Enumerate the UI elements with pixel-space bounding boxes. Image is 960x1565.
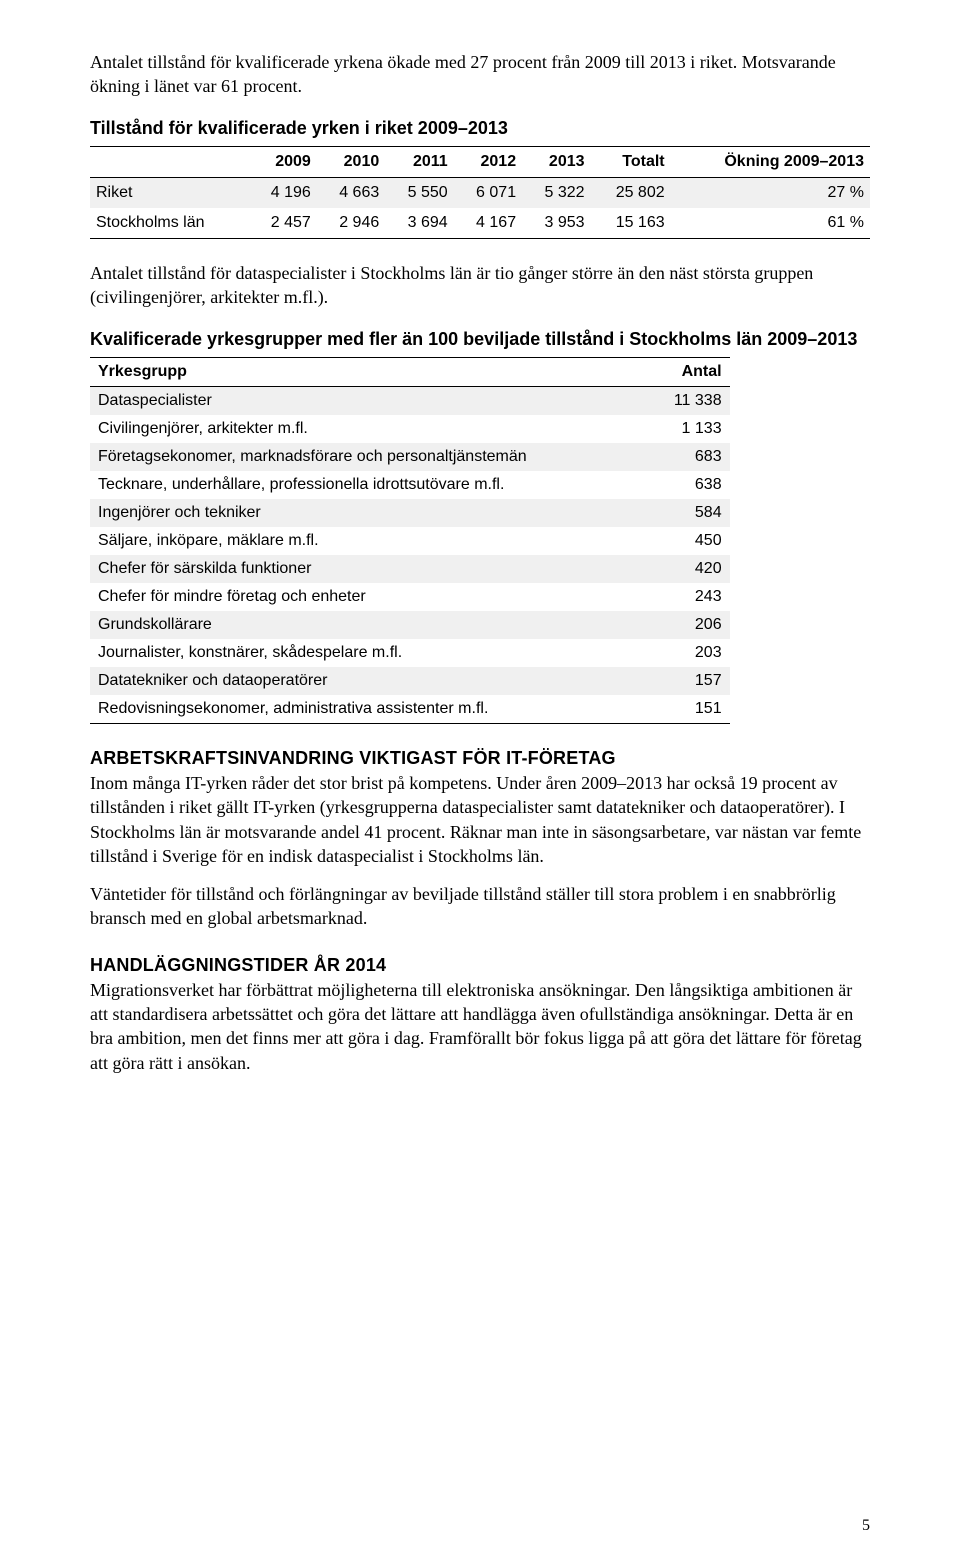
table2-cell: Tecknare, underhållare, professionella i…: [90, 471, 624, 499]
table2-cell: 638: [624, 471, 730, 499]
table1-cell: 4 196: [248, 177, 316, 208]
table2-cell: Redovisningsekonomer, administrativa ass…: [90, 695, 624, 724]
table2-row: Grundskollärare 206: [90, 611, 730, 639]
table1-header-row: 2009 2010 2011 2012 2013 Totalt Ökning 2…: [90, 146, 870, 177]
table1-row: Stockholms län 2 457 2 946 3 694 4 167 3…: [90, 208, 870, 239]
table2-cell: Säljare, inköpare, mäklare m.fl.: [90, 527, 624, 555]
table1-row: Riket 4 196 4 663 5 550 6 071 5 322 25 8…: [90, 177, 870, 208]
table1-cell: 27 %: [671, 177, 870, 208]
table2-cell: Chefer för särskilda funktioner: [90, 555, 624, 583]
table2-cell: Grundskollärare: [90, 611, 624, 639]
table1-cell: 6 071: [454, 177, 522, 208]
table1-cell: 2 457: [248, 208, 316, 239]
table2-cell: 203: [624, 639, 730, 667]
table2-cell: 243: [624, 583, 730, 611]
table1-header-cell: Totalt: [591, 146, 671, 177]
table1-cell: Stockholms län: [90, 208, 248, 239]
table1-cell: 4 167: [454, 208, 522, 239]
section1-para2: Väntetider för tillstånd och förlängning…: [90, 882, 870, 931]
table2-cell: Datatekniker och dataoperatörer: [90, 667, 624, 695]
table1-cell: 2 946: [317, 208, 385, 239]
table2-header-row: Yrkesgrupp Antal: [90, 357, 730, 386]
table2-cell: Ingenjörer och tekniker: [90, 499, 624, 527]
page-number: 5: [862, 1517, 870, 1535]
table1-header-cell: 2011: [385, 146, 453, 177]
table1-header-cell: [90, 146, 248, 177]
table2-row: Chefer för särskilda funktioner 420: [90, 555, 730, 583]
table2-row: Civilingenjörer, arkitekter m.fl. 1 133: [90, 415, 730, 443]
table1-header-cell: Ökning 2009–2013: [671, 146, 870, 177]
table1-cell: 4 663: [317, 177, 385, 208]
table2-header-cell: Antal: [624, 357, 730, 386]
table2-cell: 584: [624, 499, 730, 527]
table2-row: Chefer för mindre företag och enheter 24…: [90, 583, 730, 611]
table2-cell: 11 338: [624, 386, 730, 415]
table2-row: Journalister, konstnärer, skådespelare m…: [90, 639, 730, 667]
table1-cell: 61 %: [671, 208, 870, 239]
page-container: Antalet tillstånd för kvalificerade yrke…: [0, 0, 960, 1565]
table2-cell: Civilingenjörer, arkitekter m.fl.: [90, 415, 624, 443]
table1-cell: 25 802: [591, 177, 671, 208]
table2-row: Datatekniker och dataoperatörer 157: [90, 667, 730, 695]
table2-cell: 1 133: [624, 415, 730, 443]
table1-header-cell: 2012: [454, 146, 522, 177]
table2-cell: Journalister, konstnärer, skådespelare m…: [90, 639, 624, 667]
table1-cell: 3 953: [522, 208, 590, 239]
table2-row: Dataspecialister 11 338: [90, 386, 730, 415]
table2-cell: Dataspecialister: [90, 386, 624, 415]
mid-paragraph: Antalet tillstånd för dataspecialister i…: [90, 261, 870, 310]
table2: Yrkesgrupp Antal Dataspecialister 11 338…: [90, 357, 730, 724]
table2-cell: 450: [624, 527, 730, 555]
table2-cell: Chefer för mindre företag och enheter: [90, 583, 624, 611]
table1-header-cell: 2010: [317, 146, 385, 177]
table1-cell: 3 694: [385, 208, 453, 239]
table2-row: Säljare, inköpare, mäklare m.fl. 450: [90, 527, 730, 555]
section2-para1: Migrationsverket har förbättrat möjlighe…: [90, 978, 870, 1075]
table2-cell: 206: [624, 611, 730, 639]
section1-para1: Inom många IT-yrken råder det stor brist…: [90, 771, 870, 868]
table1: 2009 2010 2011 2012 2013 Totalt Ökning 2…: [90, 146, 870, 239]
table2-cell: 420: [624, 555, 730, 583]
table2-cell: Företagsekonomer, marknadsförare och per…: [90, 443, 624, 471]
table2-row: Företagsekonomer, marknadsförare och per…: [90, 443, 730, 471]
table1-title: Tillstånd för kvalificerade yrken i rike…: [90, 117, 870, 140]
table1-header-cell: 2013: [522, 146, 590, 177]
table1-header-cell: 2009: [248, 146, 316, 177]
section2-heading: HANDLÄGGNINGSTIDER ÅR 2014: [90, 955, 870, 976]
intro-paragraph: Antalet tillstånd för kvalificerade yrke…: [90, 50, 870, 99]
table2-row: Tecknare, underhållare, professionella i…: [90, 471, 730, 499]
table2-row: Redovisningsekonomer, administrativa ass…: [90, 695, 730, 724]
table2-cell: 683: [624, 443, 730, 471]
table1-cell: Riket: [90, 177, 248, 208]
table2-title: Kvalificerade yrkesgrupper med fler än 1…: [90, 328, 870, 351]
section1-heading: ARBETSKRAFTSINVANDRING VIKTIGAST FÖR IT-…: [90, 748, 870, 769]
table2-cell: 151: [624, 695, 730, 724]
table2-header-cell: Yrkesgrupp: [90, 357, 624, 386]
table1-cell: 5 550: [385, 177, 453, 208]
table2-cell: 157: [624, 667, 730, 695]
table1-cell: 5 322: [522, 177, 590, 208]
table1-cell: 15 163: [591, 208, 671, 239]
table2-row: Ingenjörer och tekniker 584: [90, 499, 730, 527]
